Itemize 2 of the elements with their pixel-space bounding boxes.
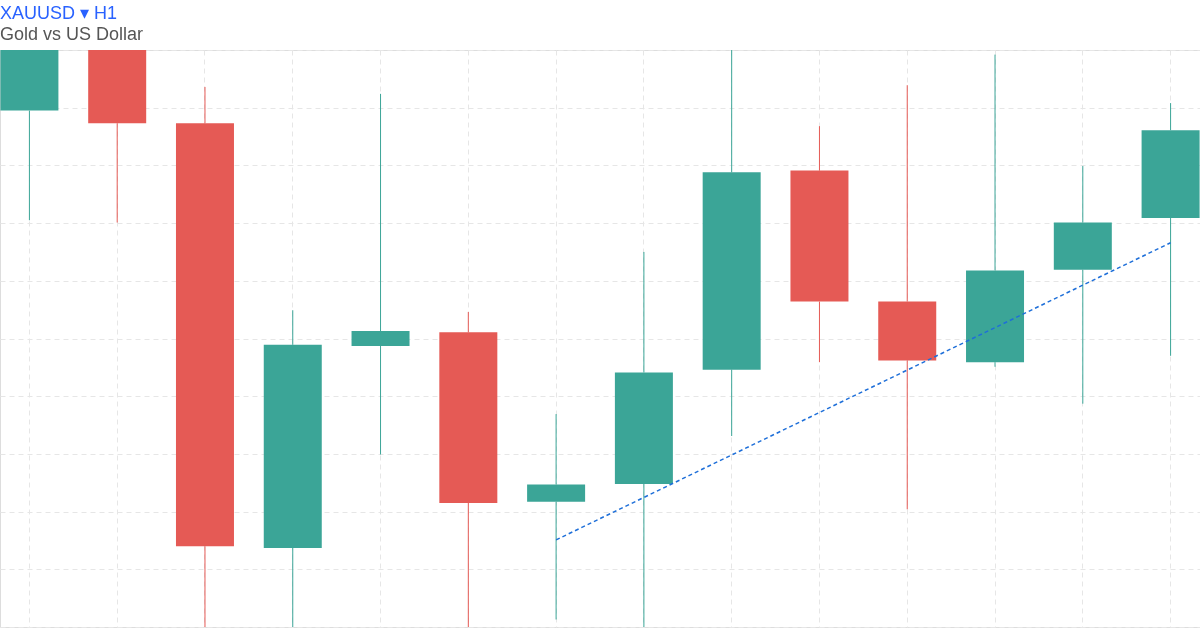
chart-subtitle: Gold vs US Dollar [0, 23, 144, 44]
chart-title: XAUUSD ▾ H1 [0, 2, 118, 23]
